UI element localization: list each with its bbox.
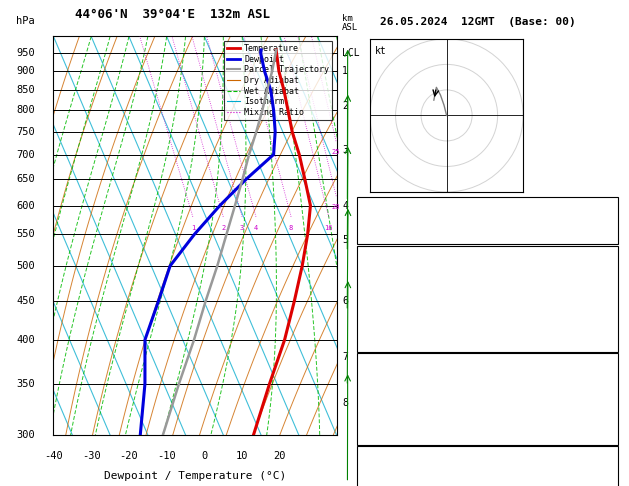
Text: Lifted Index: Lifted Index [360,401,431,411]
Text: 0: 0 [610,337,615,347]
Text: 8: 8 [342,399,348,408]
Text: 25: 25 [331,149,340,155]
Text: 2: 2 [221,225,225,231]
Text: 350: 350 [16,379,35,389]
Text: km
ASL: km ASL [342,14,359,33]
Text: 5: 5 [342,235,348,245]
Text: 8: 8 [289,225,293,231]
Text: 43: 43 [603,479,615,486]
Text: 0: 0 [610,323,615,332]
Text: 7: 7 [342,352,348,362]
Text: 700: 700 [16,150,35,159]
Text: 700: 700 [598,372,615,382]
Text: CIN (J): CIN (J) [360,430,401,440]
Text: 20: 20 [332,204,340,210]
Text: Surface: Surface [467,250,508,260]
Text: 750: 750 [16,127,35,137]
Text: θe(K): θe(K) [360,294,390,303]
Text: 0: 0 [610,416,615,425]
Text: LCL: LCL [342,48,360,58]
Text: 47: 47 [603,215,615,225]
Text: 31: 31 [603,201,615,210]
Text: 1: 1 [342,66,348,76]
Text: EH: EH [360,465,372,474]
Text: Dewp (°C): Dewp (°C) [360,279,413,289]
Text: 450: 450 [16,296,35,306]
Text: kt: kt [375,46,387,56]
Text: Temp (°C): Temp (°C) [360,264,413,274]
Text: 0: 0 [201,451,208,461]
Text: CIN (J): CIN (J) [360,337,401,347]
Text: 2.87: 2.87 [592,230,615,240]
Text: 4: 4 [342,201,348,210]
Text: 44°06'N  39°04'E  132m ASL: 44°06'N 39°04'E 132m ASL [75,7,270,20]
Text: 26.05.2024  12GMT  (Base: 00): 26.05.2024 12GMT (Base: 00) [380,17,576,27]
Text: PW (cm): PW (cm) [360,230,401,240]
Text: 2: 2 [610,401,615,411]
Text: Most Unstable: Most Unstable [450,357,526,367]
Text: 20: 20 [274,451,286,461]
Text: 3: 3 [342,145,348,155]
Text: 2: 2 [610,308,615,318]
Text: 16: 16 [325,225,333,231]
Text: 17.5: 17.5 [592,264,615,274]
Text: 850: 850 [16,85,35,95]
Text: θe (K): θe (K) [360,386,396,396]
Text: 13.5: 13.5 [592,279,615,289]
Text: hPa: hPa [16,17,35,27]
Text: 500: 500 [16,261,35,271]
Text: -40: -40 [44,451,63,461]
Text: CAPE (J): CAPE (J) [360,416,408,425]
Text: Mixing Ratio (g/kg): Mixing Ratio (g/kg) [369,244,378,347]
Text: -30: -30 [82,451,101,461]
Text: 53: 53 [603,465,615,474]
Text: 10: 10 [236,451,248,461]
Text: -20: -20 [120,451,138,461]
Text: 650: 650 [16,174,35,184]
Text: 318: 318 [598,386,615,396]
Text: 0: 0 [610,430,615,440]
Text: 300: 300 [16,430,35,440]
Text: 550: 550 [16,229,35,239]
Text: 950: 950 [16,49,35,58]
Text: 400: 400 [16,335,35,345]
Text: 6: 6 [342,296,348,306]
Text: CAPE (J): CAPE (J) [360,323,408,332]
Text: 900: 900 [16,66,35,76]
Text: © weatheronline.co.uk: © weatheronline.co.uk [420,467,543,477]
Text: Hodograph: Hodograph [461,450,515,460]
Legend: Temperature, Dewpoint, Parcel Trajectory, Dry Adiabat, Wet Adiabat, Isotherm, Mi: Temperature, Dewpoint, Parcel Trajectory… [224,41,332,120]
Text: 3: 3 [240,225,244,231]
Text: 2: 2 [342,101,348,111]
Text: 4: 4 [254,225,258,231]
Text: 800: 800 [16,105,35,115]
Text: 318: 318 [598,294,615,303]
Text: SREH: SREH [360,479,384,486]
Text: Pressure (mb): Pressure (mb) [360,372,437,382]
Text: 600: 600 [16,201,35,210]
Text: Totals Totals: Totals Totals [360,215,437,225]
Text: -10: -10 [157,451,176,461]
Text: K: K [360,201,366,210]
Text: Lifted Index: Lifted Index [360,308,431,318]
Text: Dewpoint / Temperature (°C): Dewpoint / Temperature (°C) [104,471,286,481]
Text: 1: 1 [191,225,195,231]
